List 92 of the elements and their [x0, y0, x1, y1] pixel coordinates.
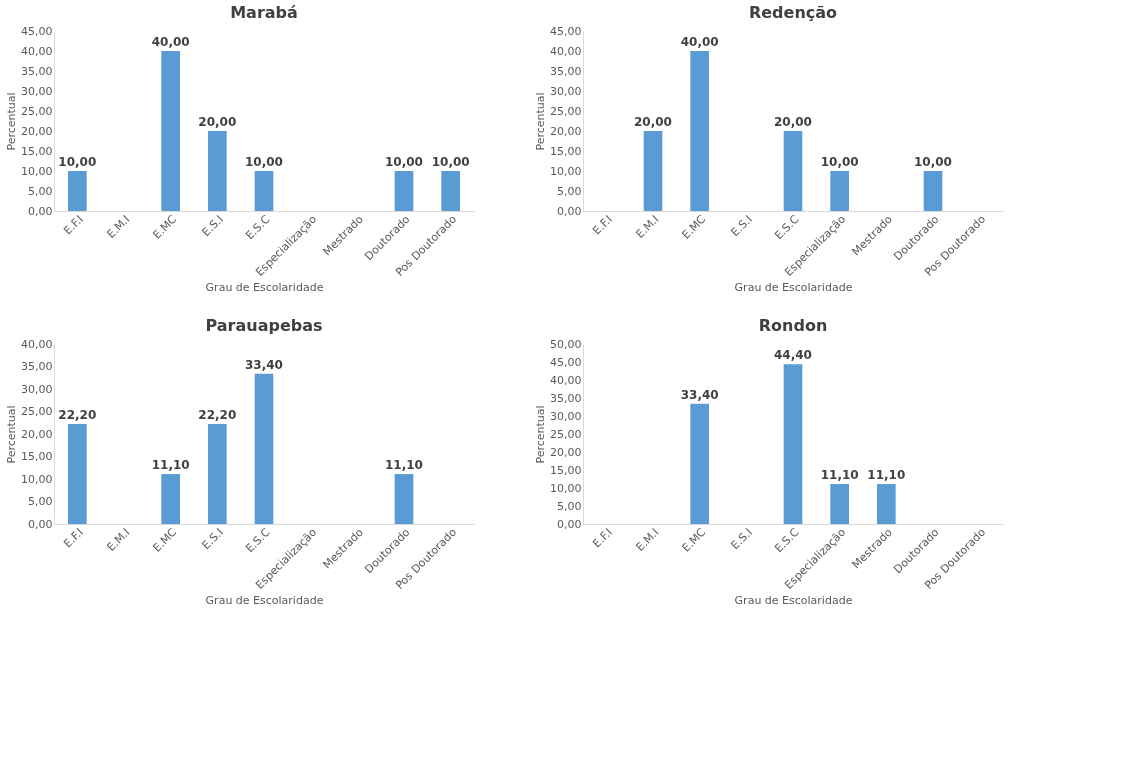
bar	[783, 364, 803, 524]
data-label: 10,00	[58, 155, 97, 169]
y-tick-label: 40,00	[550, 44, 582, 58]
data-label: 20,00	[198, 115, 237, 129]
data-label: 10,00	[914, 155, 952, 169]
bar	[877, 484, 896, 524]
y-tick-label: 30,00	[21, 382, 53, 396]
y-tick-label: 10,00	[550, 164, 582, 178]
x-axis-title: Grau de Escolaridade	[205, 594, 324, 608]
data-label: 11,10	[385, 458, 423, 473]
bar	[161, 474, 180, 524]
y-tick-label: 5,00	[28, 495, 53, 508]
bar	[690, 403, 709, 524]
bar	[441, 171, 460, 211]
bar	[830, 171, 849, 211]
bar	[68, 424, 87, 524]
bar	[394, 171, 414, 211]
data-label: 11,10	[820, 468, 859, 483]
y-tick-label: 15,00	[21, 450, 53, 463]
y-tick-label: 0,00	[557, 204, 582, 218]
data-label: 11,10	[867, 468, 906, 483]
data-label: 40,00	[151, 35, 190, 49]
bar	[208, 131, 227, 211]
y-tick-label: 30,00	[21, 84, 53, 98]
y-tick-label: 25,00	[21, 104, 53, 118]
y-tick-label: 25,00	[550, 104, 582, 118]
y-axis-title: Percentual	[5, 92, 19, 151]
bar	[254, 373, 274, 524]
y-tick-label: 35,00	[21, 64, 53, 78]
y-tick-label: 25,00	[21, 405, 53, 418]
chart-title: Rondon	[758, 316, 828, 335]
y-tick-label: 10,00	[550, 481, 582, 495]
bar	[690, 51, 709, 211]
y-tick-label: 10,00	[21, 472, 53, 486]
bar	[254, 171, 274, 211]
y-axis-title: Percentual	[534, 92, 548, 151]
y-tick-label: 50,00	[550, 337, 582, 351]
chart-title: Parauapebas	[205, 316, 323, 335]
y-tick-label: 5,00	[557, 184, 582, 198]
bar	[208, 424, 227, 524]
y-tick-label: 20,00	[550, 124, 582, 138]
data-label: 22,20	[58, 408, 97, 423]
y-axis-title: Percentual	[5, 405, 19, 464]
data-label: 33,40	[245, 357, 283, 372]
y-tick-label: 0,00	[557, 517, 582, 531]
y-tick-label: 15,00	[550, 463, 582, 477]
y-tick-label: 45,00	[550, 355, 582, 369]
data-label: 11,10	[151, 458, 190, 473]
data-label: 40,00	[680, 35, 719, 49]
bar	[923, 171, 943, 211]
y-tick-label: 0,00	[28, 204, 53, 218]
y-tick-label: 5,00	[28, 184, 53, 198]
x-axis-title: Grau de Escolaridade	[734, 281, 853, 295]
y-tick-label: 15,00	[550, 144, 582, 158]
bar	[394, 474, 414, 524]
data-label: 10,00	[245, 155, 283, 169]
y-tick-label: 40,00	[21, 44, 53, 58]
y-tick-label: 30,00	[550, 409, 582, 423]
y-tick-label: 45,00	[550, 24, 582, 38]
data-label: 10,00	[385, 155, 423, 169]
x-axis-title: Grau de Escolaridade	[205, 281, 324, 295]
data-label: 22,20	[198, 408, 237, 423]
bar	[643, 131, 663, 211]
y-tick-label: 40,00	[21, 337, 53, 351]
y-tick-label: 40,00	[550, 373, 582, 387]
data-label: 10,00	[431, 155, 470, 169]
y-tick-label: 5,00	[557, 499, 582, 513]
data-label: 20,00	[774, 115, 812, 129]
y-tick-label: 30,00	[550, 84, 582, 98]
data-label: 44,40	[774, 348, 812, 363]
y-tick-label: 25,00	[550, 427, 582, 441]
y-tick-label: 35,00	[550, 391, 582, 405]
x-axis-title: Grau de Escolaridade	[734, 594, 853, 608]
y-tick-label: 20,00	[21, 427, 53, 441]
y-tick-label: 10,00	[21, 164, 53, 178]
y-tick-label: 35,00	[21, 360, 53, 373]
y-tick-label: 20,00	[21, 124, 53, 138]
data-label: 20,00	[634, 115, 672, 129]
y-axis-title: Percentual	[534, 405, 548, 464]
bar	[68, 171, 87, 211]
bar	[161, 51, 180, 211]
y-tick-label: 20,00	[550, 445, 582, 459]
y-tick-label: 15,00	[21, 144, 53, 158]
bar	[830, 484, 849, 524]
y-tick-label: 45,00	[21, 24, 53, 38]
chart-title: Marabá	[230, 3, 298, 22]
chart-title: Redenção	[748, 3, 838, 22]
data-label: 10,00	[820, 155, 859, 169]
y-tick-label: 0,00	[28, 517, 53, 531]
bar	[783, 131, 803, 211]
data-label: 33,40	[680, 387, 719, 402]
y-tick-label: 35,00	[550, 64, 582, 78]
